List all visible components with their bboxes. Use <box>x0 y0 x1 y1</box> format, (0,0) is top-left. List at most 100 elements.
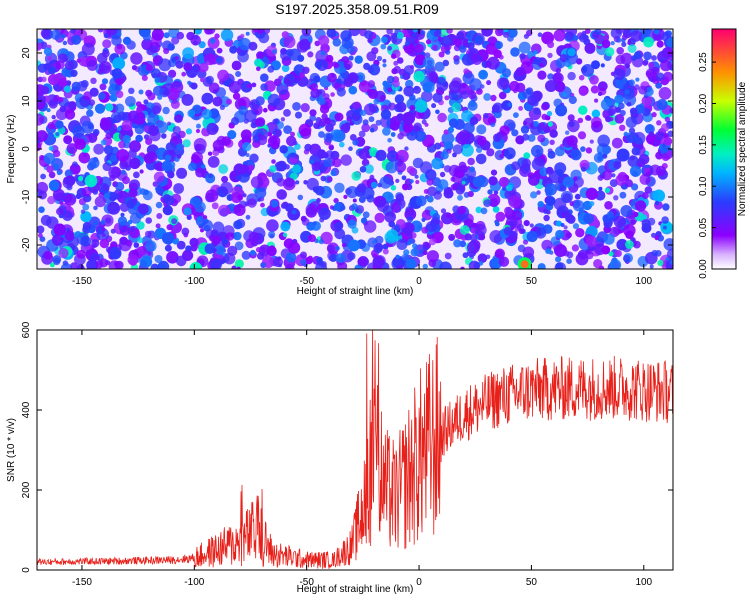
heatmap-cell <box>433 191 443 200</box>
heatmap-cell <box>414 43 424 54</box>
heatmap-cell <box>625 116 638 128</box>
heatmap-cell <box>466 175 475 183</box>
heatmap-cell <box>216 47 223 54</box>
heatmap-cell <box>283 78 291 85</box>
heatmap-cell <box>109 154 118 162</box>
heatmap-cell <box>366 51 377 62</box>
colorbar-tick-label: 0.10 <box>698 176 709 196</box>
heatmap-cell <box>415 195 427 207</box>
heatmap-cell <box>451 173 462 184</box>
heatmap-cell <box>276 177 286 187</box>
heatmap-cell <box>414 39 420 44</box>
heatmap-cell <box>203 53 216 66</box>
heatmap-cell <box>604 187 611 193</box>
heatmap-cell <box>396 264 404 269</box>
heatmap-cell <box>81 42 95 56</box>
heatmap-cell <box>335 246 340 251</box>
heatmap-cell <box>78 56 89 67</box>
heatmap-cell <box>316 256 323 264</box>
heatmap-cell <box>461 180 466 185</box>
heatmap-cell <box>403 85 415 97</box>
heatmap-cell <box>567 114 575 122</box>
heatmap-cell <box>367 37 373 44</box>
heatmap-cell <box>390 132 396 137</box>
heatmap-cell <box>376 199 390 213</box>
heatmap-cell <box>662 203 670 211</box>
heatmap-cell <box>47 121 56 130</box>
heatmap-cell <box>451 77 462 88</box>
heatmap-cell <box>249 249 256 256</box>
heatmap-cell <box>227 130 237 140</box>
heatmap-cell <box>245 214 251 220</box>
heatmap-cell <box>80 235 92 247</box>
heatmap-cell <box>147 113 160 126</box>
heatmap-cell <box>609 259 622 269</box>
heatmap-cell <box>136 221 145 230</box>
heatmap-cell <box>70 29 76 34</box>
snr-x-ticks: -150 -100 -50 0 50 100 <box>72 330 653 588</box>
heatmap-cell <box>245 153 250 157</box>
heatmap-cell <box>114 193 121 200</box>
heatmap-cell <box>173 183 185 194</box>
heatmap-cell <box>403 249 410 256</box>
heatmap-cell <box>128 188 138 198</box>
heatmap-cell <box>531 99 539 107</box>
heatmap-cell <box>167 43 175 51</box>
heatmap-cell <box>340 154 352 166</box>
heatmap-y-tick-label: -20 <box>21 237 32 252</box>
heatmap-cell <box>129 212 142 224</box>
heatmap-cell <box>387 45 393 51</box>
heatmap-cell <box>422 56 435 69</box>
heatmap-cell <box>413 85 421 94</box>
heatmap-cell <box>276 82 289 95</box>
heatmap-cell <box>372 240 377 245</box>
heatmap-cell <box>364 164 374 174</box>
heatmap-cell <box>245 31 250 36</box>
heatmap-cell <box>141 75 148 81</box>
heatmap-cell <box>250 121 257 129</box>
heatmap-cell <box>409 49 418 57</box>
heatmap-cell <box>188 162 197 171</box>
heatmap-cell <box>533 56 542 65</box>
heatmap-cell <box>522 133 530 141</box>
heatmap-cell <box>444 95 450 101</box>
heatmap-cell <box>555 229 565 239</box>
heatmap-cell <box>661 216 669 224</box>
heatmap-cell <box>648 61 655 69</box>
heatmap-cell <box>437 76 446 86</box>
heatmap-cell <box>651 112 657 118</box>
heatmap-cell <box>630 30 642 42</box>
heatmap-cell <box>211 202 219 210</box>
heatmap-cell <box>580 146 586 152</box>
heatmap-cell <box>266 246 277 257</box>
heatmap-cell <box>356 183 367 193</box>
heatmap-y-tick-label: 10 <box>21 95 32 107</box>
heatmap-cell <box>414 100 428 113</box>
heatmap-cell <box>327 244 335 253</box>
heatmap-cell <box>585 29 591 34</box>
heatmap-cell <box>536 190 541 195</box>
heatmap-cell <box>309 82 319 91</box>
heatmap-cell <box>124 96 136 107</box>
heatmap-cell <box>603 35 609 40</box>
heatmap-cell <box>61 34 66 39</box>
heatmap-cell <box>614 114 625 124</box>
heatmap-cell <box>616 238 628 251</box>
heatmap-y-label: Frequency (Hz) <box>6 115 17 184</box>
heatmap-cell <box>610 29 622 39</box>
heatmap-cell <box>175 60 184 69</box>
heatmap-cell <box>37 130 48 142</box>
heatmap-cell <box>62 210 73 222</box>
heatmap-cell <box>133 171 140 179</box>
heatmap-cell <box>578 87 588 97</box>
heatmap-cell <box>545 248 551 254</box>
heatmap-cell <box>519 53 526 60</box>
heatmap-cell <box>137 203 149 215</box>
heatmap-cell <box>260 262 266 268</box>
heatmap-cell <box>93 220 98 226</box>
heatmap-cell <box>112 57 126 70</box>
heatmap-cell <box>448 233 456 241</box>
heatmap-cell <box>444 252 452 260</box>
heatmap-cell <box>187 80 192 85</box>
heatmap-cell <box>380 94 386 101</box>
